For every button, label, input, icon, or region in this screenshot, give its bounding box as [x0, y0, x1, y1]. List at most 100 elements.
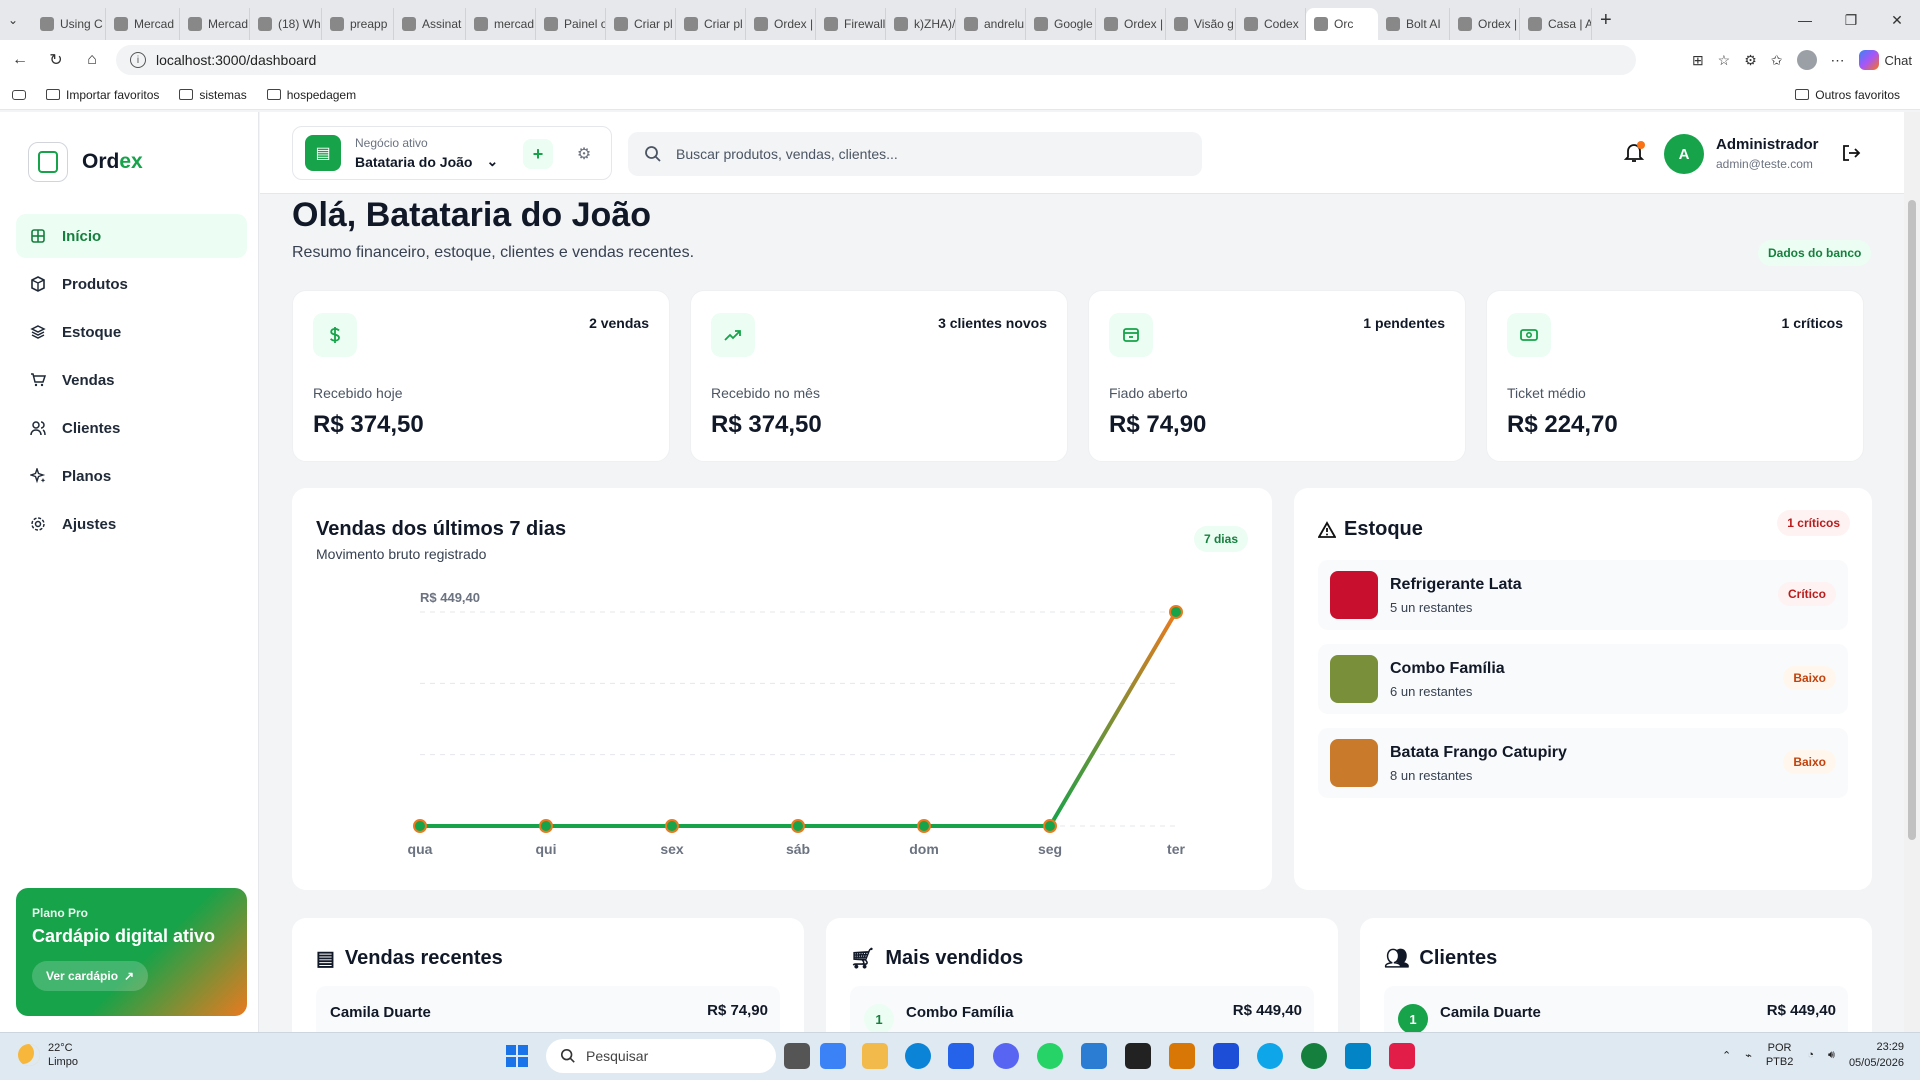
- browser-tab[interactable]: Criar pl: [606, 8, 676, 40]
- chevron-up-icon[interactable]: ⌃: [1721, 1049, 1732, 1062]
- sidebar-item-planos[interactable]: Planos: [16, 454, 247, 498]
- stock-item[interactable]: Batata Frango Catupiry 8 un restantes Baix…: [1318, 728, 1848, 798]
- edge-icon[interactable]: [905, 1043, 931, 1069]
- browser-icon[interactable]: [1257, 1043, 1283, 1069]
- discord-icon[interactable]: [993, 1043, 1019, 1069]
- browser-tab[interactable]: Firewall: [816, 8, 886, 40]
- whatsapp-icon[interactable]: [1037, 1043, 1063, 1069]
- browser-tab[interactable]: Mercad: [106, 8, 180, 40]
- more-menu-icon[interactable]: ⋯: [1830, 51, 1845, 68]
- browser-tab[interactable]: preapp: [322, 8, 394, 40]
- sidebar-item-estoque[interactable]: Estoque: [16, 310, 247, 354]
- browser-tab[interactable]: Bolt AI: [1378, 8, 1450, 40]
- list-item[interactable]: 1 Camila Duarte R$ 449,40: [1384, 986, 1848, 1032]
- avatar[interactable]: A: [1664, 134, 1704, 174]
- scrollbar-thumb[interactable]: [1908, 200, 1916, 840]
- browser-tab[interactable]: Ordex |: [1450, 8, 1520, 40]
- network-icon[interactable]: ⌁: [1745, 1049, 1752, 1062]
- sidebar-item-inicio[interactable]: Início: [16, 214, 247, 258]
- file-explorer-icon[interactable]: [862, 1043, 888, 1069]
- clock[interactable]: 23:29 05/05/2026: [1848, 1041, 1904, 1069]
- wifi-icon[interactable]: ◔: [1807, 1049, 1814, 1061]
- tab-favicon-icon: [544, 17, 558, 31]
- home-icon[interactable]: ⌂: [87, 51, 97, 68]
- browser-tab[interactable]: Ordex |: [1096, 8, 1166, 40]
- bookmark-other-favorites[interactable]: Outros favoritos: [1795, 88, 1900, 102]
- volume-icon[interactable]: 🔊︎: [1828, 1048, 1835, 1061]
- copilot-chat-button[interactable]: Chat: [1858, 50, 1912, 70]
- browser-tab[interactable]: Codex: [1236, 8, 1306, 40]
- page-title: Olá, Batataria do João: [292, 196, 651, 234]
- site-info-icon[interactable]: i: [130, 52, 146, 68]
- business-selector[interactable]: ▤ Negócio ativo Batataria do João ⌄ + ⚙: [292, 126, 612, 180]
- split-screen-icon[interactable]: ⊞: [1691, 51, 1704, 68]
- bookmark-folder-hospedagem[interactable]: hospedagem: [266, 88, 356, 102]
- browser-tab[interactable]: Mercad: [180, 8, 250, 40]
- app-icon[interactable]: [1301, 1043, 1327, 1069]
- tab-list-chevron-icon[interactable]: ⌄: [8, 13, 19, 27]
- add-business-button[interactable]: +: [523, 139, 553, 169]
- input-language[interactable]: POR PTB2: [1765, 1042, 1794, 1068]
- task-view-icon[interactable]: [784, 1043, 810, 1069]
- business-settings-icon[interactable]: ⚙: [576, 146, 592, 163]
- restore-button[interactable]: ❐: [1844, 11, 1858, 28]
- favorite-star-icon[interactable]: ☆: [1717, 51, 1731, 68]
- bookmark-folder-sistemas[interactable]: sistemas: [179, 88, 247, 102]
- view-menu-button[interactable]: Ver cardápio ↗: [32, 961, 149, 991]
- browser-tab[interactable]: k)ZHA)/: [886, 8, 956, 40]
- sidebar-item-produtos[interactable]: Produtos: [16, 262, 247, 306]
- vscode-icon[interactable]: [1081, 1043, 1107, 1069]
- stock-item[interactable]: Refrigerante Lata 5 un restantes Crítico: [1318, 560, 1848, 630]
- browser-tab[interactable]: Casa | A: [1520, 8, 1592, 40]
- favorites-list-icon[interactable]: ✩: [1770, 51, 1783, 68]
- profile-icon[interactable]: [1796, 50, 1817, 70]
- kpi-label: Ticket médio: [1507, 385, 1586, 401]
- chevron-down-icon: ⌄: [486, 153, 499, 169]
- logout-icon[interactable]: [1840, 142, 1862, 164]
- browser-tab[interactable]: Visão g: [1166, 8, 1236, 40]
- stock-item[interactable]: Combo Família 6 un restantes Baixo: [1318, 644, 1848, 714]
- browser-tab[interactable]: Painel o: [536, 8, 606, 40]
- tab-favicon-icon: [1458, 17, 1472, 31]
- sidebar-item-clientes[interactable]: Clientes: [16, 406, 247, 450]
- close-window-button[interactable]: ✕: [1891, 11, 1903, 28]
- gear-icon: [30, 516, 46, 532]
- browser-tab[interactable]: Orc: [1306, 8, 1378, 40]
- sidebar-item-ajustes[interactable]: Ajustes: [16, 502, 247, 546]
- app-icon[interactable]: [1169, 1043, 1195, 1069]
- list-item[interactable]: Camila Duarte R$ 74,90: [316, 986, 780, 1032]
- reload-icon[interactable]: ↻: [49, 52, 63, 69]
- sidebar-item-label: Planos: [62, 467, 112, 485]
- start-button[interactable]: [506, 1045, 528, 1067]
- sidebar-item-vendas[interactable]: Vendas: [16, 358, 247, 402]
- snipping-tool-icon[interactable]: [1389, 1043, 1415, 1069]
- browser-tab[interactable]: andrelu: [956, 8, 1026, 40]
- browser-tab[interactable]: (18) Wh: [250, 8, 322, 40]
- stock-critical-badge: 1 críticos: [1777, 510, 1850, 536]
- store-app-icon[interactable]: [948, 1043, 974, 1069]
- browser-tab[interactable]: Google: [1026, 8, 1096, 40]
- new-tab-button[interactable]: +: [1600, 8, 1612, 31]
- minimize-button[interactable]: —: [1798, 12, 1812, 28]
- url-field[interactable]: i localhost:3000/dashboard: [116, 45, 1636, 75]
- collections-icon[interactable]: [12, 89, 26, 100]
- app-icon[interactable]: [1345, 1043, 1371, 1069]
- browser-tab[interactable]: Using C: [32, 8, 106, 40]
- taskbar-search[interactable]: Pesquisar: [546, 1039, 776, 1073]
- notifications-bell-icon[interactable]: [1622, 140, 1646, 164]
- browser-tab[interactable]: Criar pl: [676, 8, 746, 40]
- copilot-app-icon[interactable]: [820, 1043, 846, 1069]
- weather-widget[interactable]: 22°C Limpo: [18, 1041, 78, 1069]
- bookmark-import[interactable]: Importar favoritos: [46, 88, 159, 102]
- list-item[interactable]: 1 Combo Família R$ 449,40: [850, 986, 1314, 1032]
- back-icon[interactable]: ←: [12, 51, 28, 68]
- page-scrollbar[interactable]: [1904, 112, 1920, 1032]
- terminal-icon[interactable]: [1125, 1043, 1151, 1069]
- browser-tab[interactable]: Assinat: [394, 8, 466, 40]
- search-input[interactable]: [676, 146, 1156, 162]
- browser-tab[interactable]: mercad: [466, 8, 536, 40]
- browser-tab[interactable]: Ordex |: [746, 8, 816, 40]
- notepad-icon[interactable]: [1213, 1043, 1239, 1069]
- extensions-icon[interactable]: ⚙: [1744, 51, 1757, 68]
- app-logo[interactable]: Ordex: [28, 142, 143, 182]
